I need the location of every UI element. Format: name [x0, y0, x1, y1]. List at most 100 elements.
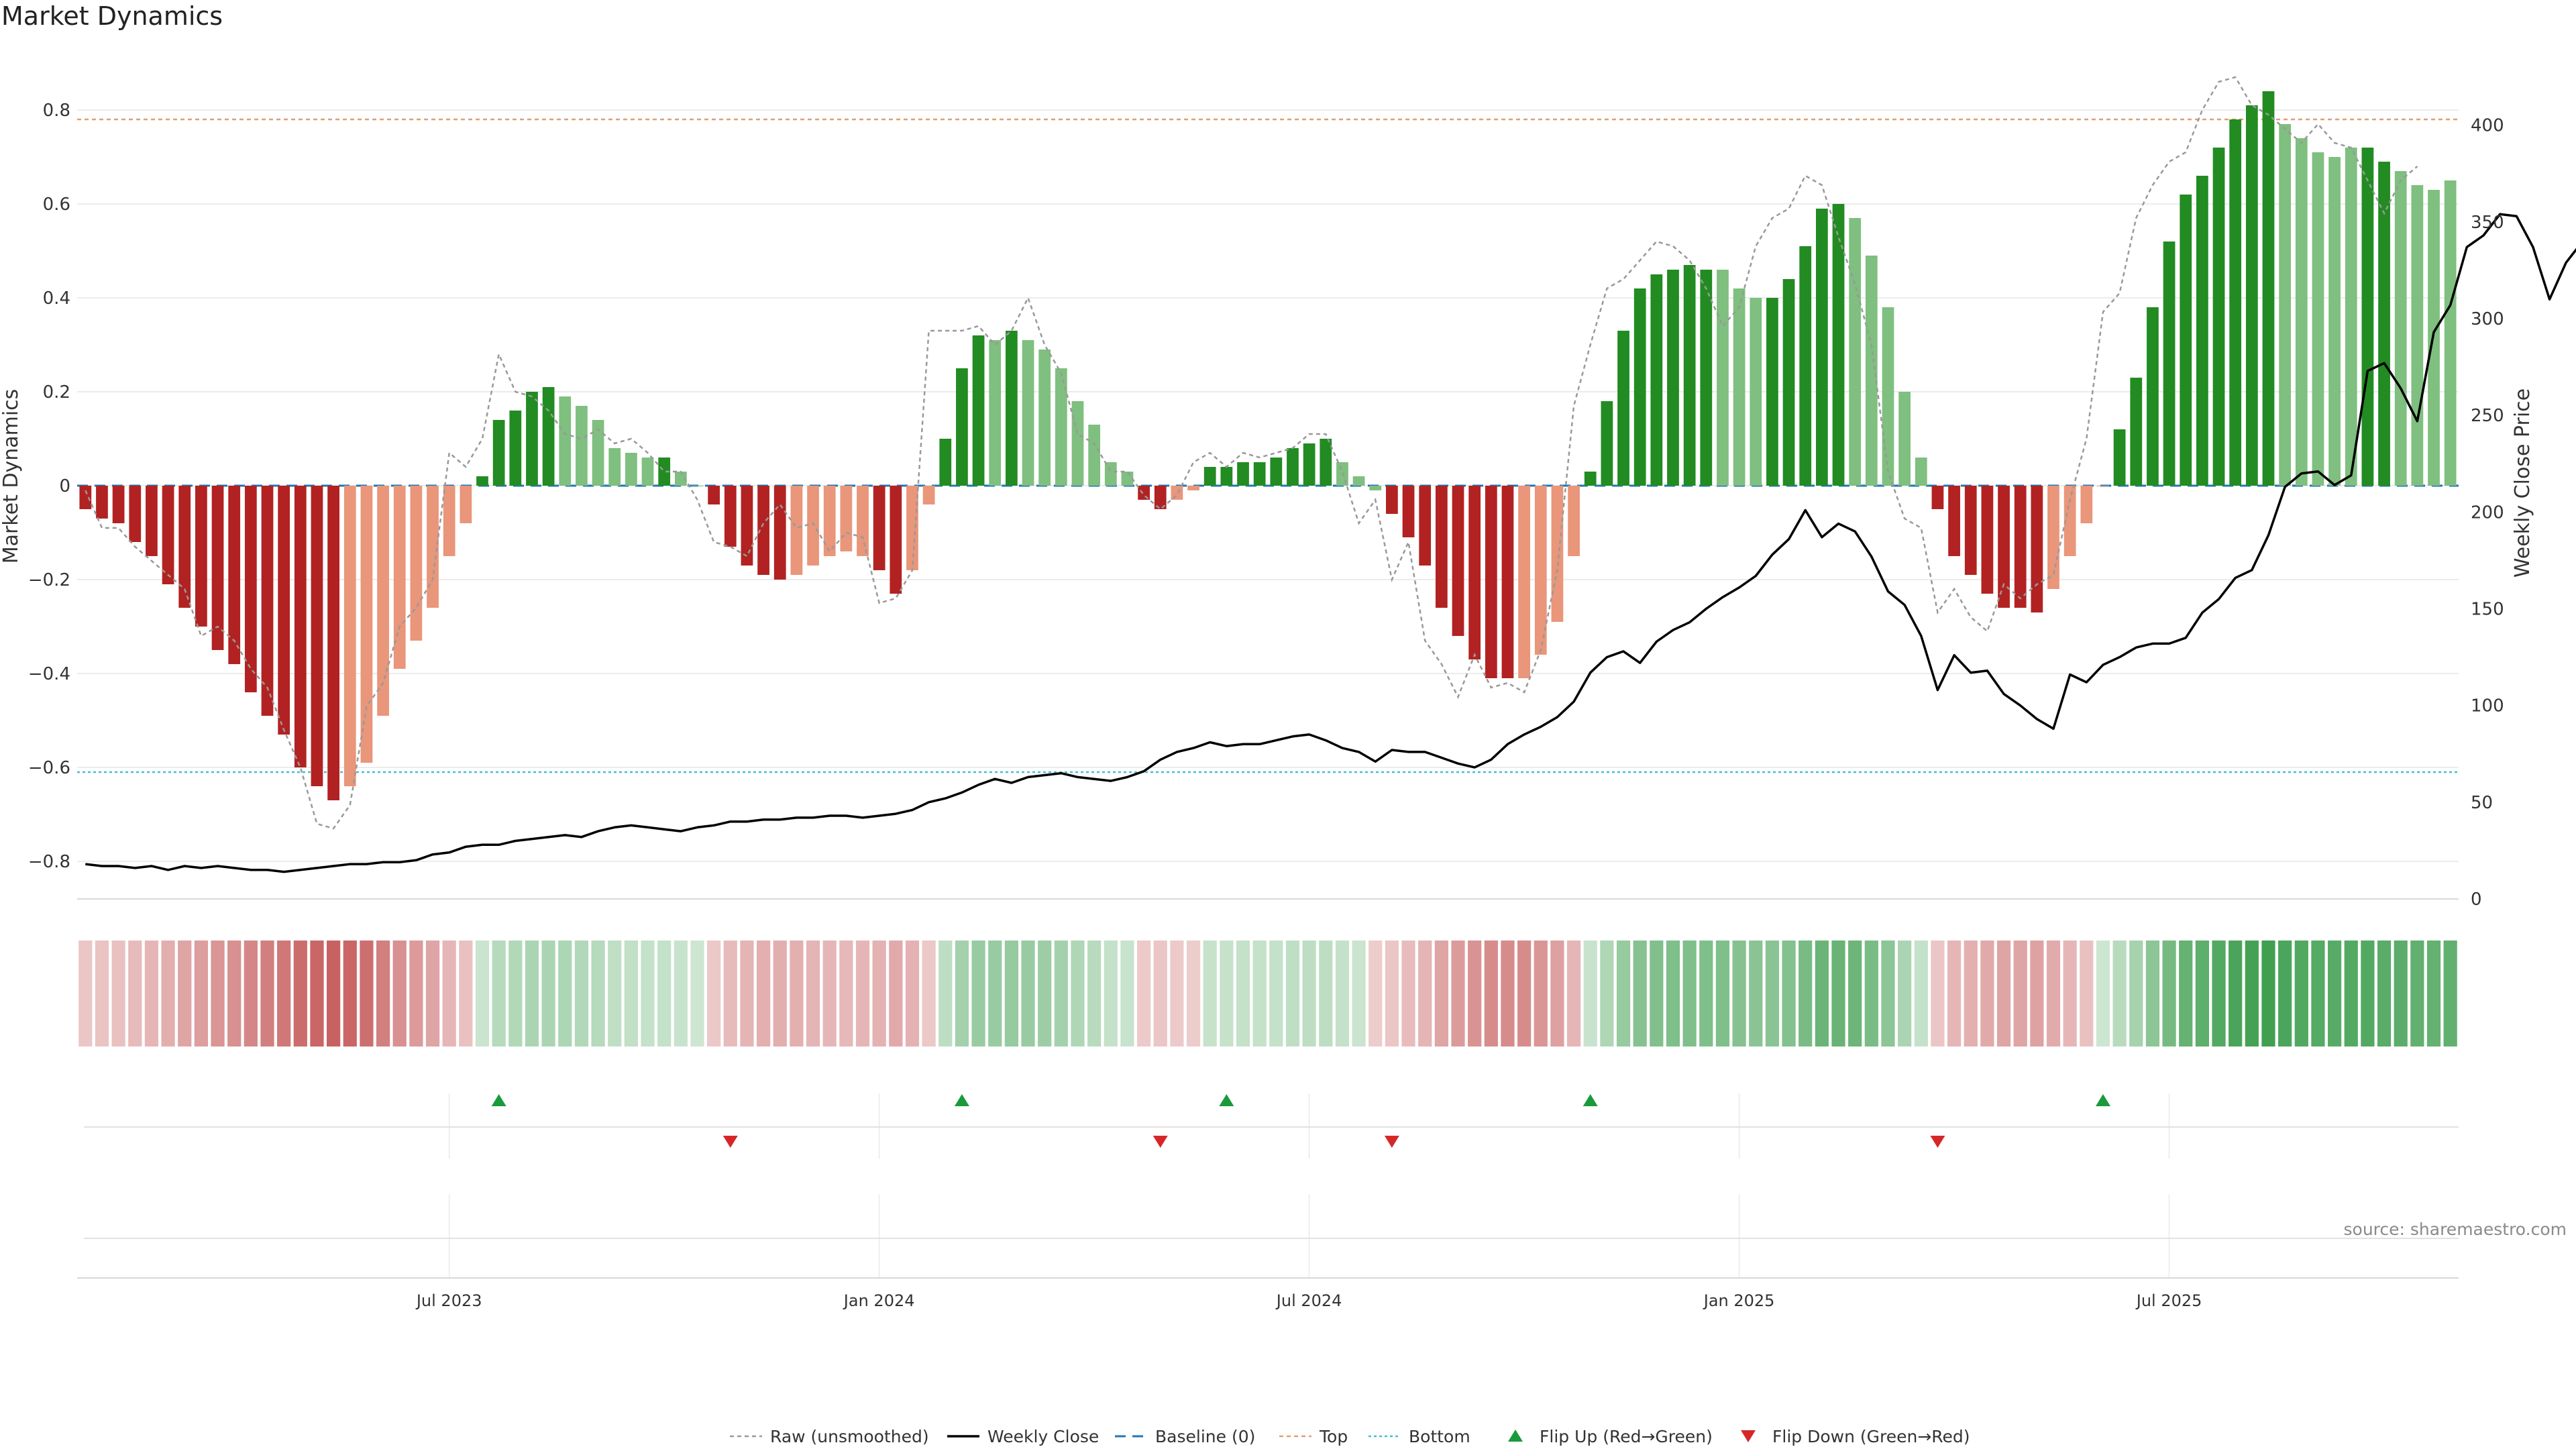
heat-cell [707, 941, 721, 1046]
heat-cell [756, 941, 771, 1046]
dynamics-bar [1584, 472, 1597, 486]
heat-cell [2080, 941, 2094, 1046]
heat-cell [2145, 941, 2160, 1046]
heat-cell [657, 941, 672, 1046]
dynamics-bar [2245, 105, 2258, 486]
flip-down-marker [722, 1136, 738, 1148]
dynamics-bar [1038, 350, 1051, 486]
flip-down-marker [1930, 1136, 1945, 1148]
dynamics-bar [1898, 392, 1911, 486]
y2-tick-label: 350 [2471, 213, 2504, 233]
dynamics-bar [1568, 486, 1580, 556]
dynamics-bar [1998, 486, 2010, 608]
y-tick-label: 0.8 [43, 101, 70, 121]
heat-cell [1136, 941, 1151, 1046]
heat-cell [2195, 941, 2209, 1046]
dynamics-bar [1799, 246, 1812, 486]
dynamics-bar [2328, 157, 2341, 486]
heat-cell [2394, 941, 2408, 1046]
heat-cell [1765, 941, 1780, 1046]
dynamics-bar [1138, 486, 1150, 500]
dynamics-bar [162, 486, 174, 584]
heat-cell [178, 941, 192, 1046]
dynamics-bar [1633, 288, 1646, 486]
heat-cell [376, 941, 390, 1046]
dynamics-bar [1203, 467, 1216, 486]
dynamics-bar [2080, 486, 2093, 523]
heat-cell [1335, 941, 1350, 1046]
dynamics-bar [1187, 486, 1199, 490]
legend-label: Raw (unsmoothed) [770, 1427, 929, 1446]
dynamics-bar [2229, 119, 2242, 486]
dynamics-bar [178, 486, 191, 608]
dynamics-bar [658, 458, 671, 486]
dynamics-bar [741, 486, 753, 566]
heat-cell [475, 941, 490, 1046]
heat-cell [1996, 941, 2011, 1046]
dynamics-bar [724, 486, 737, 547]
heat-cell [128, 941, 142, 1046]
heat-cell [1401, 941, 1415, 1046]
heat-cell [1352, 941, 1366, 1046]
dynamics-bar [228, 486, 241, 664]
heat-cell [641, 941, 655, 1046]
dynamics-bar [542, 387, 555, 486]
series-lines [85, 76, 2576, 873]
heat-cell [1666, 941, 1680, 1046]
flip-up-marker [1582, 1094, 1598, 1106]
heat-cell [1302, 941, 1316, 1046]
heat-cell [1484, 941, 1498, 1046]
dynamics-bar [890, 486, 902, 594]
heat-cell [1385, 941, 1399, 1046]
heat-cell [1252, 941, 1267, 1046]
dynamics-bar [608, 448, 621, 486]
heat-cell [2112, 941, 2127, 1046]
heat-cell [1203, 941, 1217, 1046]
dynamics-bar [2031, 486, 2043, 612]
heat-cell [78, 941, 93, 1046]
legend-swatch-flip-down [1741, 1430, 1756, 1442]
grid-lines [77, 109, 2459, 1278]
dynamics-bar [1551, 486, 1564, 622]
heat-cell [1418, 941, 1432, 1046]
y2-tick-label: 100 [2471, 696, 2504, 716]
dynamics-bar [1435, 486, 1448, 608]
heat-cell [790, 941, 804, 1046]
dynamics-bar [294, 486, 307, 767]
chart-title: Market Dynamics [1, 1, 223, 31]
heat-cell [591, 941, 605, 1046]
dynamics-bars [79, 91, 2457, 800]
heat-cell [1038, 941, 1052, 1046]
dynamics-bar [576, 406, 588, 486]
y2-tick-label: 300 [2471, 309, 2504, 329]
dynamics-bar [2262, 91, 2275, 486]
heat-cell [459, 941, 473, 1046]
heat-cell [872, 941, 886, 1046]
dynamics-bar [1220, 467, 1233, 486]
heat-cell [293, 941, 307, 1046]
dynamics-bar [1468, 486, 1481, 659]
heat-cell [1831, 941, 1845, 1046]
dynamics-bar [559, 396, 572, 486]
dynamics-bar [840, 486, 853, 551]
heat-cell [2261, 941, 2275, 1046]
dynamics-bar [1700, 270, 1713, 486]
dynamics-bar [1865, 256, 1878, 486]
regime-heat-strip [78, 941, 2457, 1046]
heat-cell [574, 941, 589, 1046]
heat-cell [1600, 941, 1614, 1046]
heat-cell [1468, 941, 1482, 1046]
heat-cell [2344, 941, 2358, 1046]
heat-cell [392, 941, 407, 1046]
heat-cell [1782, 941, 1796, 1046]
heat-cell [161, 941, 175, 1046]
heat-cell [1236, 941, 1250, 1046]
heat-cell [905, 941, 920, 1046]
heat-cell [855, 941, 870, 1046]
heat-cell [310, 941, 324, 1046]
heat-cell [1550, 941, 1564, 1046]
x-tick-label: Jul 2025 [2135, 1291, 2202, 1310]
heat-cell [1699, 941, 1713, 1046]
heat-cell [194, 941, 209, 1046]
